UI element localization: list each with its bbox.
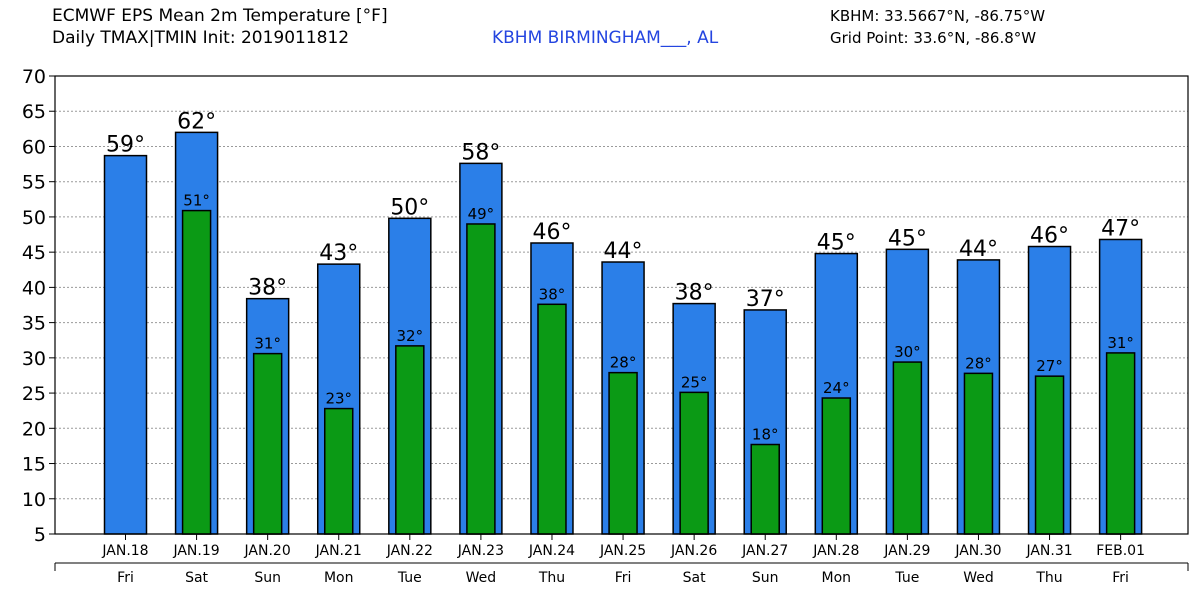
tmax-label: 47° <box>1101 216 1140 241</box>
tmin-label: 32° <box>397 327 424 345</box>
x-weekday-label: Wed <box>466 570 497 586</box>
x-weekday-label: Mon <box>822 570 852 586</box>
tmin-label: 31° <box>254 335 281 353</box>
tmin-label: 51° <box>183 192 210 210</box>
x-date-label: JAN.18 <box>101 543 148 559</box>
tmin-label: 27° <box>1036 357 1063 375</box>
tmin-bar <box>892 361 923 535</box>
y-tick-label: 40 <box>22 277 46 299</box>
x-date-label: JAN.23 <box>457 543 504 559</box>
x-weekday-label: Fri <box>117 570 134 586</box>
tmax-label: 43° <box>319 241 358 266</box>
station-coordinates: KBHM: 33.5667°N, -86.75°W <box>830 7 1046 25</box>
tmax-label: 45° <box>817 231 856 256</box>
tmin-label: 31° <box>1107 334 1134 352</box>
tmin-bar <box>466 223 496 535</box>
tmin-label: 28° <box>965 354 992 372</box>
x-date-label: JAN.28 <box>812 543 859 559</box>
y-tick-label: 60 <box>22 136 46 158</box>
tmin-bar <box>1034 375 1065 535</box>
x-weekday-label: Wed <box>963 570 994 586</box>
tmin-bar <box>537 303 567 535</box>
x-weekday-label: Thu <box>1035 570 1062 586</box>
x-date-label: JAN.19 <box>172 543 219 559</box>
y-tick-label: 65 <box>22 101 46 123</box>
tmin-bar <box>963 372 994 535</box>
x-date-label: JAN.26 <box>670 543 717 559</box>
x-weekday-label: Thu <box>538 570 565 586</box>
tmax-label: 37° <box>746 287 785 312</box>
tmax-label: 45° <box>888 226 927 251</box>
y-tick-label: 5 <box>34 524 46 546</box>
grid-point-coordinates: Grid Point: 33.6°N, -86.8°W <box>830 29 1037 47</box>
x-weekday-label: Tue <box>894 570 919 586</box>
bars: 59° 62° 51° 38° 31° 43° 23° 50° 32° 58° 49° 46° 38° 4… <box>103 109 1143 535</box>
chart-title-line1: ECMWF EPS Mean 2m Temperature [°F] <box>52 6 388 26</box>
y-tick-label: 20 <box>22 418 46 440</box>
x-weekday-label: Sun <box>752 570 779 586</box>
y-tick-label: 35 <box>22 313 46 335</box>
tmax-label: 58° <box>461 140 500 165</box>
y-tick-label: 10 <box>22 489 46 511</box>
plot-frame <box>54 75 1189 535</box>
y-tick-label: 55 <box>22 172 46 194</box>
tmin-bar <box>821 397 852 535</box>
y-tick-label: 45 <box>22 242 46 264</box>
y-axis-ticks: 5 10 15 20 25 30 35 40 45 50 55 60 65 70 <box>22 66 55 546</box>
chart-title-line2: Daily TMAX|TMIN Init: 2019011812 <box>52 28 350 48</box>
tmin-bar <box>679 391 709 535</box>
x-weekday-label: Fri <box>1112 570 1129 586</box>
tmin-label: 23° <box>325 390 352 408</box>
tmin-bar <box>395 345 425 535</box>
y-tick-label: 15 <box>22 454 46 476</box>
tmax-label: 50° <box>390 195 429 220</box>
tmin-bar <box>252 352 283 535</box>
y-tick-label: 50 <box>22 207 46 229</box>
tmax-label: 44° <box>604 239 643 264</box>
tmin-label: 30° <box>894 343 921 361</box>
x-date-label: JAN.31 <box>1025 543 1072 559</box>
tmax-label: 44° <box>959 237 998 262</box>
tmin-bar <box>608 371 638 535</box>
axes <box>54 75 1189 571</box>
x-weekday-label: Fri <box>615 570 632 586</box>
x-weekday-label: Sat <box>683 570 706 586</box>
x-date-label: JAN.30 <box>954 543 1001 559</box>
x-date-label: FEB.01 <box>1096 543 1145 559</box>
y-tick-label: 30 <box>22 348 46 370</box>
tmin-bar <box>323 407 354 535</box>
x-weekday-label: Mon <box>324 570 354 586</box>
tmin-label: 24° <box>823 379 850 397</box>
tmin-label: 25° <box>681 373 708 391</box>
tmax-label: 62° <box>177 109 216 134</box>
tmin-bar <box>181 209 212 535</box>
x-weekday-label: Sat <box>185 570 208 586</box>
tmax-label: 38° <box>248 276 287 301</box>
x-date-label: JAN.20 <box>244 543 291 559</box>
y-tick-label: 25 <box>22 383 46 405</box>
tmax-label: 38° <box>675 281 714 306</box>
x-date-label: JAN.25 <box>599 543 646 559</box>
x-axis-labels: JAN.18 Fri JAN.19 Sat JAN.20 Sun JAN.21 Mon JAN.… <box>101 534 1145 586</box>
x-date-label: JAN.22 <box>386 543 433 559</box>
tmin-label: 18° <box>752 426 779 444</box>
x-date-label: JAN.29 <box>883 543 930 559</box>
tmax-label: 46° <box>532 220 571 245</box>
tmin-label: 38° <box>539 285 566 303</box>
tmax-label: 46° <box>1030 224 1069 249</box>
tmin-label: 28° <box>610 354 637 372</box>
tmin-bar <box>750 443 780 535</box>
tmax-bar <box>103 154 148 535</box>
tmin-bar <box>1105 352 1136 535</box>
tmax-label: 59° <box>106 133 145 158</box>
x-date-label: JAN.27 <box>741 543 788 559</box>
tmin-label: 49° <box>468 205 495 223</box>
station-name: KBHM BIRMINGHAM___, AL <box>492 28 719 48</box>
x-weekday-label: Sun <box>254 570 281 586</box>
x-weekday-label: Tue <box>397 570 422 586</box>
x-date-label: JAN.21 <box>315 543 362 559</box>
y-tick-label: 70 <box>22 66 46 88</box>
x-date-label: JAN.24 <box>528 543 575 559</box>
